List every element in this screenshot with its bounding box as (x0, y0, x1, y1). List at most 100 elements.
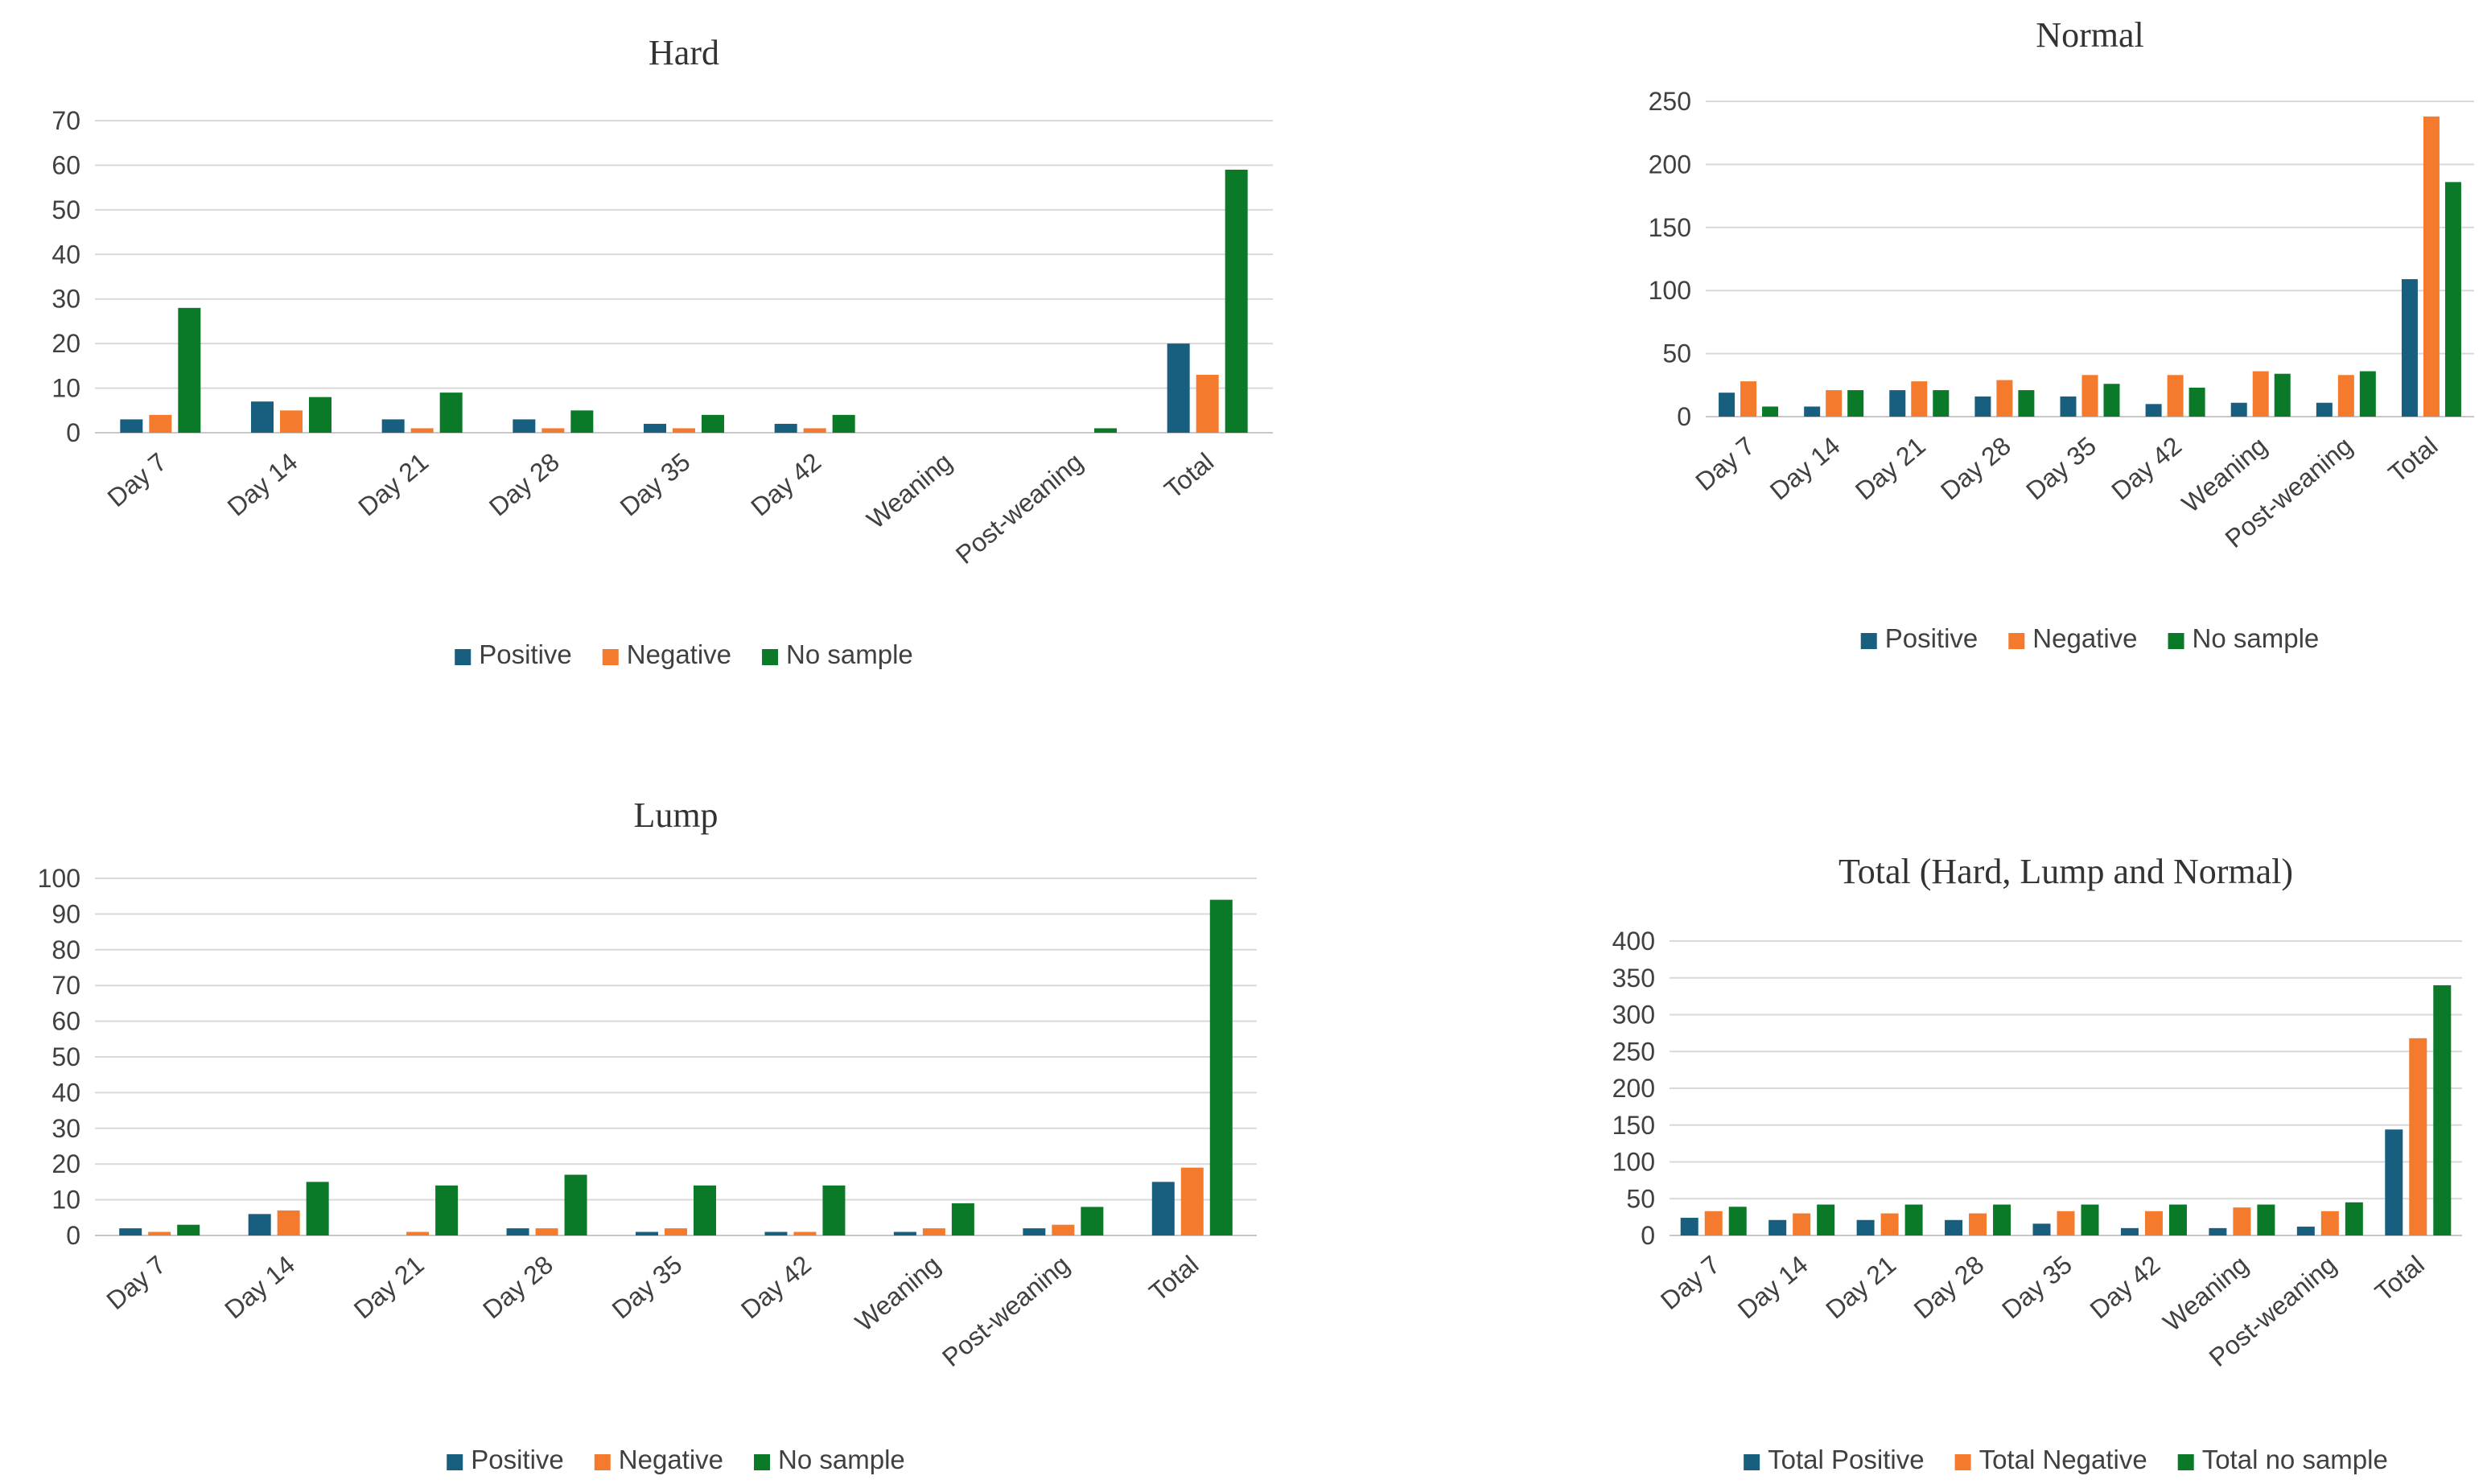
bar-positive (2060, 396, 2077, 417)
bar-positive (1719, 393, 1736, 417)
chart-lump-svg: Lump 0 10 20 30 40 50 60 70 80 90 100 Day 7 Day 14 Day… (38, 795, 1257, 1474)
bar-positive (636, 1231, 658, 1235)
chart-title: Total (Hard, Lump and Normal) (1838, 852, 2293, 891)
x-tick-label: Day 7 (101, 1250, 171, 1315)
legend-swatch (455, 649, 471, 665)
bar-total-positive (2296, 1227, 2315, 1235)
x-tick-label: Day 42 (735, 1250, 817, 1325)
y-tick-label: 200 (1649, 150, 1691, 179)
chart-total-svg: Total (Hard, Lump and Normal) 0 50 100 150 20… (1612, 852, 2462, 1474)
bar-positive (644, 423, 666, 433)
bar-total-positive (1856, 1219, 1875, 1235)
y-tick-label: 50 (51, 195, 80, 224)
bar-no-sample (702, 414, 724, 433)
bar-no-sample (2018, 390, 2035, 417)
bar-no-sample (1094, 428, 1117, 433)
bar-positive (893, 1231, 916, 1235)
bar-positive (1889, 390, 1906, 417)
bar-positive (1151, 1182, 1175, 1235)
bar-total-no-sample (2345, 1202, 2363, 1235)
y-tick-label: 150 (1612, 1111, 1655, 1140)
bar-negative (535, 1228, 558, 1235)
bar-negative (922, 1228, 945, 1235)
bar-total-negative (2233, 1207, 2251, 1235)
legend: Positive Negative No sample (1860, 623, 2320, 653)
y-tick-label: 100 (1612, 1148, 1655, 1177)
legend-label: No sample (2193, 623, 2320, 653)
y-tick-label: 0 (66, 418, 80, 447)
y-tick-label: 0 (1677, 402, 1691, 431)
y-tick-label: 0 (1641, 1221, 1655, 1250)
bar-positive (2230, 402, 2247, 417)
bar-total-negative (2320, 1211, 2339, 1235)
bar-no-sample (2359, 371, 2376, 417)
bar-no-sample (178, 307, 201, 433)
bar-positive (1167, 343, 1190, 433)
legend-label: Positive (1885, 623, 1978, 653)
y-tick-label: 70 (51, 106, 80, 135)
bar-negative (148, 1231, 171, 1235)
bar-negative (541, 428, 565, 433)
bar-negative (1826, 390, 1843, 417)
bar-positive (774, 423, 797, 433)
y-tick-label: 100 (38, 864, 80, 893)
bar-negative (149, 414, 172, 433)
bar-total-negative (1969, 1213, 1987, 1235)
legend-label: No sample (778, 1445, 905, 1474)
bar-negative (1911, 381, 1928, 417)
bar-negative (2252, 371, 2269, 417)
y-tick-label: 30 (51, 1114, 80, 1143)
bar-positive (1804, 406, 1821, 417)
bar-negative (280, 410, 303, 433)
y-tick-label: 30 (51, 285, 80, 314)
chart-hard-svg: Hard 0 10 20 30 40 50 60 70 Day 7 Day 14 Day 21 Day … (51, 33, 1273, 669)
bar-total-negative (2144, 1211, 2163, 1235)
x-tick-label: Day 35 (615, 447, 696, 522)
bar-total-no-sample (2257, 1204, 2275, 1235)
x-tick-label: Weaning (850, 1250, 945, 1337)
y-tick-label: 50 (1662, 339, 1691, 368)
x-tick-label: Day 21 (1820, 1250, 1901, 1325)
y-tick-label: 0 (66, 1221, 80, 1250)
bar-negative (2423, 116, 2440, 417)
y-tick-label: 40 (51, 1078, 80, 1107)
bar-total-no-sample (1904, 1204, 1923, 1235)
legend-label: Total no sample (2202, 1445, 2388, 1474)
bar-no-sample (1081, 1207, 1104, 1235)
x-tick-label: Day 42 (2106, 431, 2187, 506)
bar-no-sample (822, 1185, 846, 1235)
bar-no-sample (1933, 390, 1950, 417)
y-tick-label: 350 (1612, 964, 1655, 993)
x-tick-label: Day 14 (222, 447, 303, 522)
bar-total-no-sample (2081, 1204, 2099, 1235)
bar-positive (2316, 402, 2333, 417)
legend-swatch (762, 649, 779, 665)
legend-label: Negative (627, 639, 731, 669)
bar-total-positive (1680, 1218, 1698, 1235)
bar-no-sample (177, 1224, 200, 1235)
bar-no-sample (309, 397, 331, 433)
legend-label: Positive (479, 639, 572, 669)
x-tick-label: Day 28 (1935, 431, 2016, 506)
x-tick-label: Day 28 (1908, 1250, 1990, 1325)
x-tick-label: Day 21 (348, 1250, 430, 1325)
x-tick-label: Post-weaning (950, 447, 1089, 569)
y-tick-label: 150 (1649, 213, 1691, 242)
legend-label: Negative (619, 1445, 723, 1474)
bar-positive (506, 1228, 529, 1235)
bar-total-positive (2120, 1227, 2139, 1235)
bar-negative (1052, 1224, 1075, 1235)
bar-total-no-sample (1993, 1204, 2011, 1235)
y-tick-label: 90 (51, 899, 80, 928)
x-tick-label: Day 35 (607, 1250, 688, 1325)
bar-total-no-sample (2433, 985, 2452, 1235)
bar-negative (2081, 375, 2098, 417)
bar-no-sample (564, 1174, 587, 1235)
legend: Total Positive Total Negative Total no sam… (1744, 1445, 2388, 1474)
x-tick-label: Day 28 (484, 447, 565, 522)
bar-total-positive (1768, 1219, 1787, 1235)
bar-no-sample (306, 1182, 329, 1235)
bar-no-sample (439, 393, 463, 433)
bar-positive (120, 419, 143, 433)
